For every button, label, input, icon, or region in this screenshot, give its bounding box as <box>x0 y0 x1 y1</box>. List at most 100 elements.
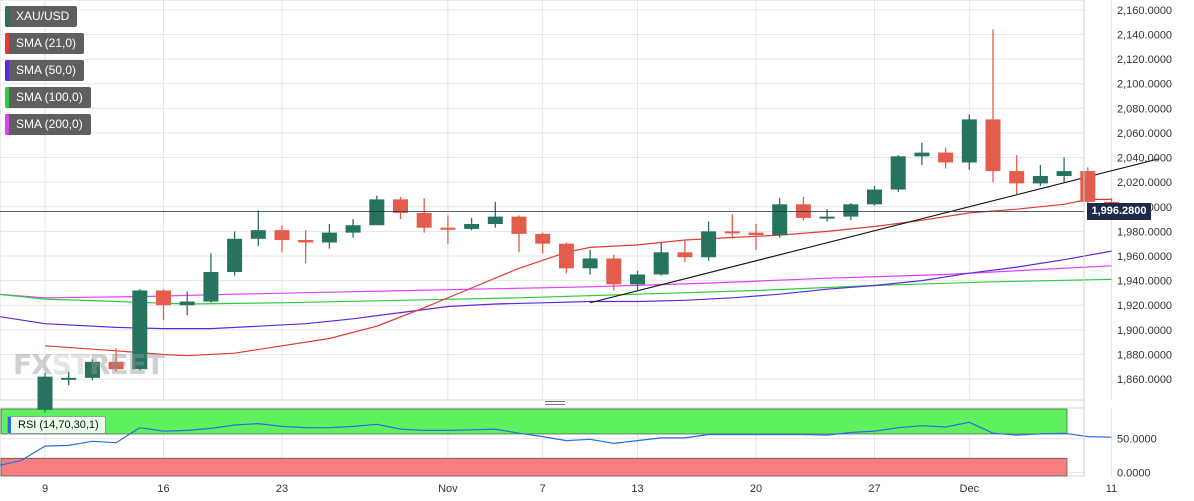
watermark-logo: FXSTREET <box>13 348 165 381</box>
legend-label: SMA (50,0) <box>16 63 77 77</box>
candle-body <box>961 119 977 163</box>
candle-body <box>1032 176 1048 184</box>
candle <box>464 217 480 231</box>
x-tick-label: 7 <box>540 483 546 495</box>
candle <box>938 147 954 169</box>
candle <box>156 289 171 320</box>
candle-body <box>535 233 551 244</box>
candle <box>440 215 456 244</box>
candle-body <box>345 225 361 233</box>
y-tick-label: 1,900.0000 <box>1117 325 1172 337</box>
legend-label: SMA (21,0) <box>16 36 77 50</box>
candle <box>179 291 195 316</box>
candle <box>393 196 408 220</box>
y-tick-label: 2,120.0000 <box>1117 54 1172 66</box>
candle-body <box>772 204 788 236</box>
current-price-badge: 1,996.2800 <box>1087 203 1151 220</box>
y-tick-label: 1,860.0000 <box>1117 374 1172 386</box>
candle-body <box>203 272 219 302</box>
y-tick-label: 1,980.0000 <box>1117 226 1172 238</box>
candle-body <box>393 199 408 213</box>
candle-body <box>606 258 622 285</box>
candle-body <box>61 377 77 380</box>
rsi-y-tick-label: 0.0000 <box>1117 468 1151 480</box>
candle-body <box>724 231 740 234</box>
y-tick-label: 2,140.0000 <box>1117 29 1172 41</box>
candle-body <box>84 361 100 378</box>
candle-body <box>369 199 385 226</box>
legend-sma-100[interactable]: SMA (100,0) <box>5 87 91 108</box>
legend-sma-21[interactable]: SMA (21,0) <box>5 33 85 54</box>
candle-body <box>1009 171 1025 184</box>
candle-body <box>867 189 882 205</box>
main-pane-frame <box>0 0 1085 401</box>
y-tick-label: 1,880.0000 <box>1117 349 1172 361</box>
candle <box>914 142 930 165</box>
candle <box>345 219 361 238</box>
candle <box>535 232 551 254</box>
y-tick-label: 1,960.0000 <box>1117 251 1172 263</box>
candle-body <box>938 152 954 163</box>
legend-swatch <box>8 417 11 433</box>
candle <box>84 359 100 381</box>
rsi-y-tick-label: 50.0000 <box>1117 434 1157 446</box>
candle <box>1056 157 1072 183</box>
x-tick-label: Nov <box>438 483 458 495</box>
candle <box>961 114 977 170</box>
candle <box>37 372 53 413</box>
sma-21-line <box>44 198 1112 357</box>
candle <box>606 254 622 291</box>
y-tick-label: 1,920.0000 <box>1117 300 1172 312</box>
candle-body <box>440 227 456 230</box>
candle-body <box>156 290 171 306</box>
rsi-zones <box>0 408 1068 477</box>
candle-body <box>914 152 930 157</box>
candle-body <box>298 240 314 243</box>
candle-body <box>321 232 337 243</box>
legend-sma-200[interactable]: SMA (200,0) <box>5 114 91 135</box>
candle <box>227 231 243 276</box>
candle <box>1032 164 1048 186</box>
rsi-overbought-zone <box>0 408 1068 435</box>
y-tick-label: 2,080.0000 <box>1117 103 1172 115</box>
legend-label: RSI (14,70,30,1) <box>18 419 99 431</box>
legend-rsi[interactable]: RSI (14,70,30,1) <box>7 416 106 434</box>
candle <box>558 242 574 274</box>
candle <box>701 221 717 261</box>
x-tick-label: 11 <box>1106 483 1117 495</box>
candle <box>677 240 693 263</box>
candle <box>1009 155 1025 195</box>
legend-swatch <box>5 60 9 81</box>
candle <box>108 348 124 372</box>
candle-body <box>108 361 124 370</box>
candle <box>274 225 290 253</box>
candle-body <box>132 290 148 370</box>
pane-resize-handle[interactable] <box>545 401 565 407</box>
sma-100-line <box>0 278 1112 305</box>
x-tick-label: 20 <box>750 483 762 495</box>
candle <box>890 155 906 192</box>
candle <box>511 215 527 253</box>
candle <box>748 224 764 250</box>
rsi-oversold-zone <box>0 457 1068 477</box>
candle <box>298 230 314 264</box>
legend-label: SMA (100,0) <box>16 90 83 104</box>
candle <box>795 196 811 221</box>
legend-swatch <box>5 6 9 27</box>
x-tick-label: 27 <box>868 483 880 495</box>
y-tick-label: 2,100.0000 <box>1117 79 1172 91</box>
candle-body <box>582 258 598 269</box>
candle-body <box>1056 171 1072 176</box>
candle-body <box>558 243 574 269</box>
candle-body <box>985 119 1001 172</box>
candle-body <box>416 212 432 228</box>
legend-xauusd[interactable]: XAU/USD <box>5 6 78 27</box>
candle <box>487 201 503 228</box>
candle-body <box>179 301 195 306</box>
axes: 1,860.0000 1,880.0000 1,900.0000 1,920.0000… <box>0 0 1172 495</box>
legend-sma-50[interactable]: SMA (50,0) <box>5 60 85 81</box>
x-tick-label: 16 <box>157 483 169 495</box>
candle-body <box>819 216 835 219</box>
candle <box>724 214 740 239</box>
